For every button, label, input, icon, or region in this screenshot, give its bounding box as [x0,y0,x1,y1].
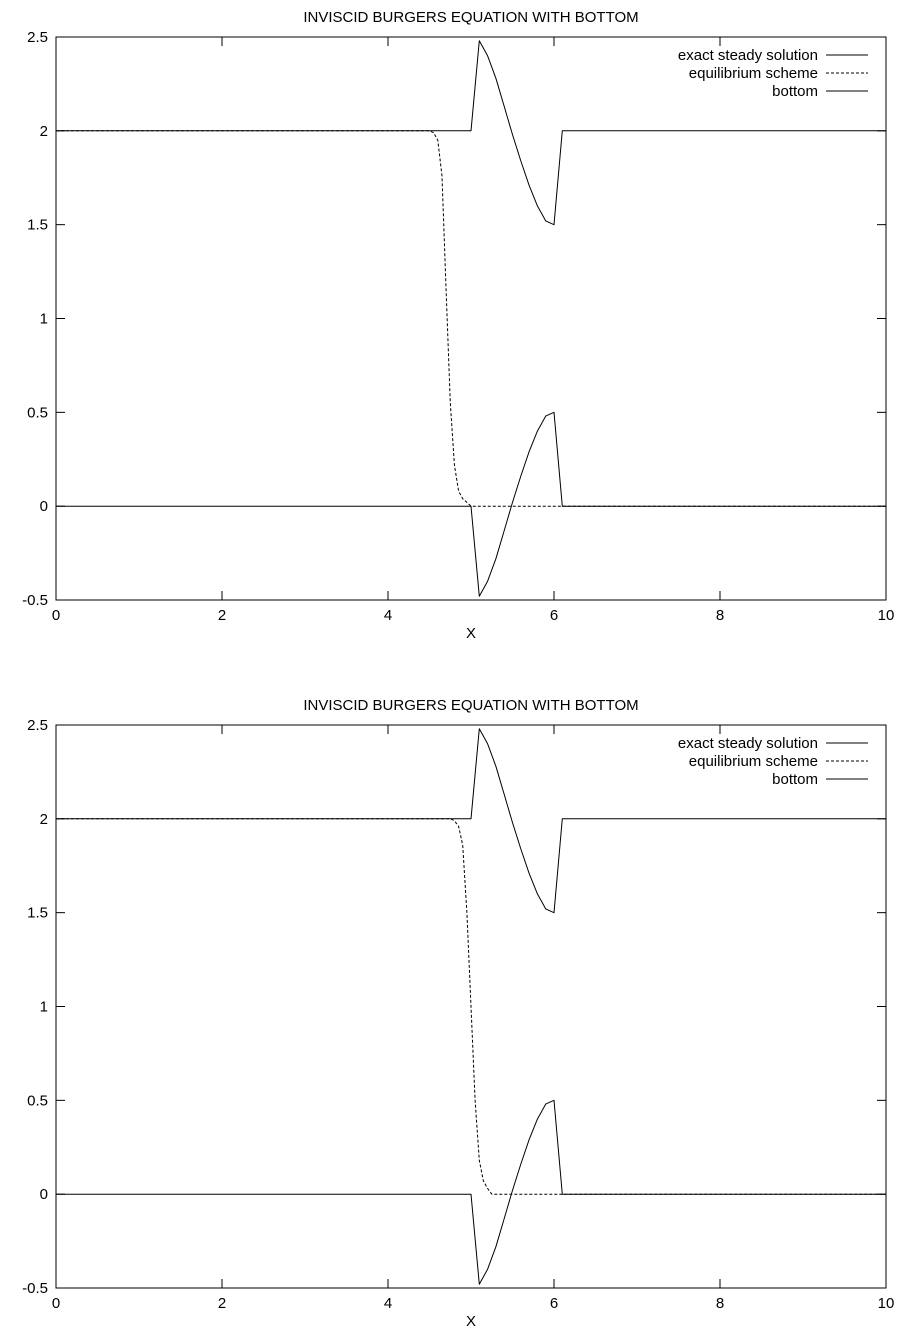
series-line-equilibrium-scheme [56,818,886,1195]
y-tick-label: 0.5 [27,404,48,421]
chart-title: INVISCID BURGERS EQUATION WITH BOTTOM [303,697,638,714]
y-tick-label: 1.5 [27,905,48,922]
y-tick-label: 2 [40,811,48,828]
x-tick-label: 8 [716,1295,724,1312]
x-axis-label: X [466,625,476,642]
chart-top: INVISCID BURGERS EQUATION WITH BOTTOM 0 2 4… [22,9,895,642]
x-tick-label: 0 [52,1295,60,1312]
legend-label: bottom [772,83,818,100]
series-line-exact-steady-solution [56,40,886,226]
y-tick-label: 0.5 [27,1092,48,1109]
x-tick-label: 10 [878,1295,895,1312]
x-tick-label: 2 [218,607,226,624]
y-tick-label: 2.5 [27,29,48,46]
plot-frame [55,36,887,601]
series-line-bottom [56,411,886,597]
y-tick-label: -0.5 [22,1280,48,1297]
chart-bottom: INVISCID BURGERS EQUATION WITH BOTTOM 0 2 4… [22,697,895,1330]
x-tick-label: 4 [384,607,392,624]
legend-label: exact steady solution [678,47,818,64]
x-tick-label: 6 [550,607,558,624]
legend-label: bottom [772,771,818,788]
legend-label: equilibrium scheme [689,65,818,82]
legend-label: equilibrium scheme [689,753,818,770]
y-tick-label: 0 [40,1186,48,1203]
legend-label: exact steady solution [678,735,818,752]
y-tick-label: 1 [40,311,48,328]
y-tick-label: -0.5 [22,592,48,609]
series-line-exact-steady-solution [56,728,886,914]
y-tick-label: 0 [40,498,48,515]
x-tick-label: 10 [878,607,895,624]
series-line-bottom [56,1099,886,1285]
chart-title: INVISCID BURGERS EQUATION WITH BOTTOM [303,9,638,26]
y-tick-label: 1 [40,999,48,1016]
x-tick-label: 2 [218,1295,226,1312]
y-tick-label: 2 [40,123,48,140]
x-tick-label: 4 [384,1295,392,1312]
y-tick-label: 2.5 [27,717,48,734]
x-tick-label: 0 [52,607,60,624]
x-tick-label: 8 [716,607,724,624]
series-line-equilibrium-scheme [56,130,886,507]
x-axis-label: X [466,1313,476,1330]
x-tick-label: 6 [550,1295,558,1312]
y-tick-label: 1.5 [27,217,48,234]
